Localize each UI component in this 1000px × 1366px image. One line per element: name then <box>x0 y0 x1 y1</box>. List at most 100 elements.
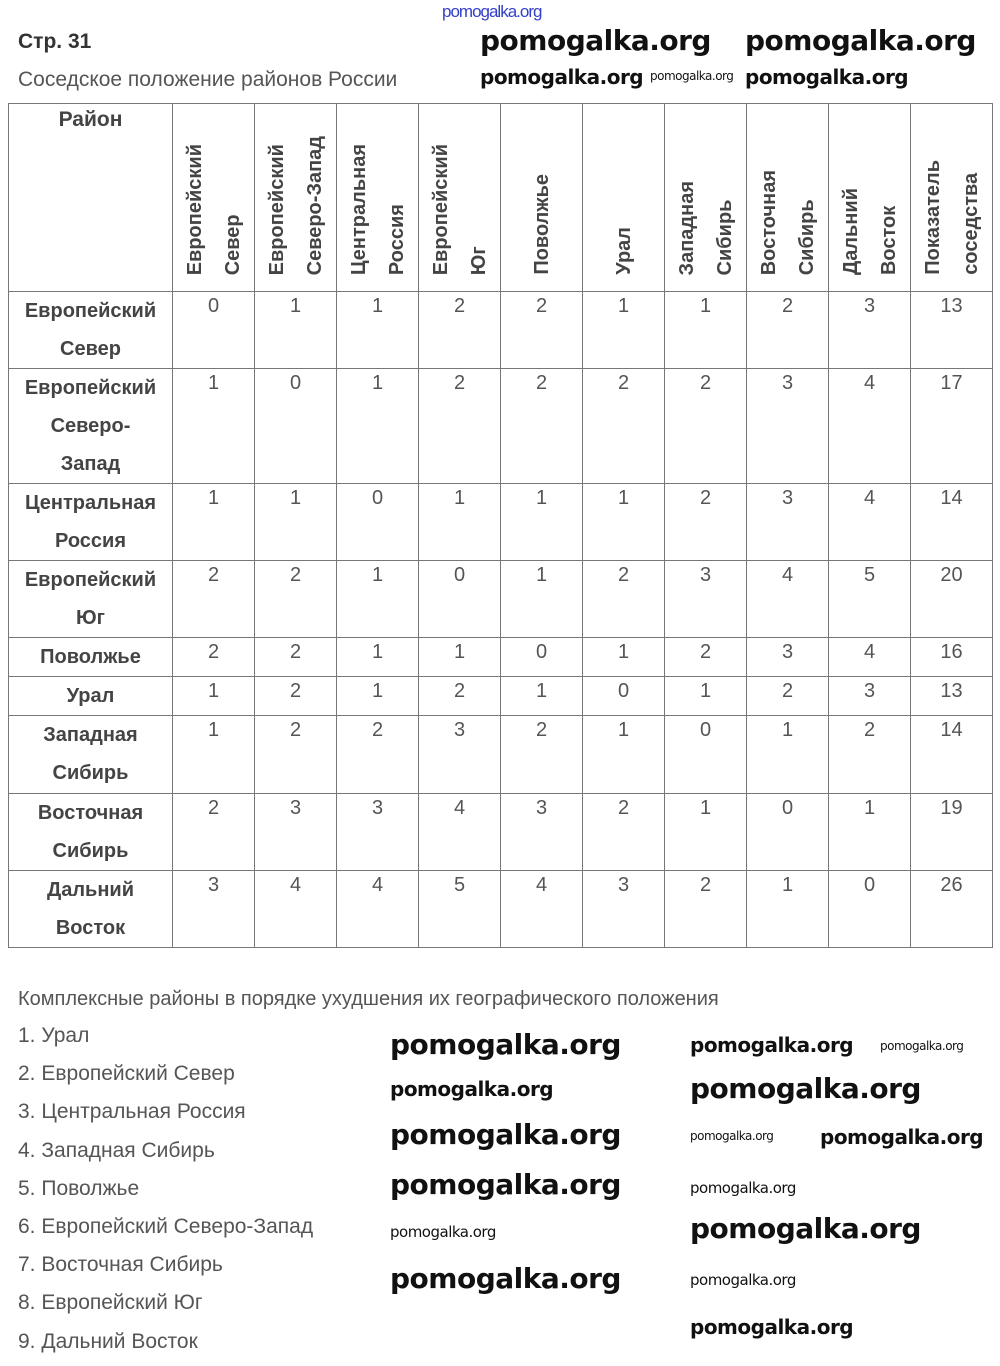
value-cell: 4 <box>828 368 911 484</box>
value-cell: 0 <box>582 676 665 716</box>
column-header: Восточная Сибирь <box>746 103 829 292</box>
value-cell: 2 <box>254 676 337 716</box>
row-label: Поволжье <box>8 637 173 677</box>
ranking-item: 6. Европейский Северо-Запад <box>18 1214 314 1238</box>
value-cell: 2 <box>172 560 255 638</box>
value-cell: 1 <box>172 676 255 716</box>
value-cell: 4 <box>254 870 337 948</box>
value-cell: 3 <box>500 793 583 871</box>
ranking-title: Комплексные районы в порядке ухудшения и… <box>18 988 719 1010</box>
column-header-line: Север <box>221 214 244 275</box>
value-cell: 2 <box>500 715 583 794</box>
value-cell: 1 <box>336 676 419 716</box>
value-cell: 0 <box>500 637 583 677</box>
column-header-line: Западная <box>675 180 698 275</box>
table-row: Урал 1 2 1 2 1 0 1 2 3 13 <box>8 676 993 716</box>
value-cell: 3 <box>664 560 747 638</box>
neighbourhood-index-cell: 26 <box>910 870 993 948</box>
value-cell: 1 <box>336 560 419 638</box>
table-title: Соседское положение районов России <box>18 68 398 91</box>
value-cell: 5 <box>418 870 501 948</box>
column-header: Европейский Юг <box>418 103 501 292</box>
row-label: Центральная Россия <box>8 483 173 561</box>
column-header-label: Показатель соседства <box>914 160 990 275</box>
watermark: pomogalka.org <box>690 1033 854 1057</box>
value-cell: 2 <box>254 637 337 677</box>
watermark: pomogalka.org <box>690 1315 854 1339</box>
watermark: pomogalka.org <box>390 1223 496 1241</box>
column-header-line: Дальний <box>839 187 862 275</box>
column-header-line: Сибирь <box>713 199 736 275</box>
neighbourhood-index-cell: 14 <box>910 483 993 561</box>
value-cell: 1 <box>418 637 501 677</box>
watermark: pomogalka.org <box>390 1168 621 1201</box>
column-header-line: Россия <box>385 203 408 275</box>
column-header-line: Юг <box>467 246 490 275</box>
column-header-line: Сибирь <box>795 199 818 275</box>
column-header-label: Западная Сибирь <box>668 181 744 275</box>
watermark: pomogalka.org <box>745 24 976 57</box>
top-watermark[interactable]: pomogalka.org <box>442 2 542 21</box>
row-label-line: Центральная <box>24 492 157 514</box>
watermark: pomogalka.org <box>390 1262 621 1295</box>
watermark: pomogalka.org <box>690 1212 921 1245</box>
value-cell: 1 <box>746 715 829 794</box>
table-row: Европейский Юг 2 2 1 0 1 2 3 4 5 20 <box>8 560 993 638</box>
watermark: pomogalka.org <box>480 65 644 89</box>
value-cell: 1 <box>172 483 255 561</box>
value-cell: 1 <box>172 715 255 794</box>
ranking-item: 5. Поволжье <box>18 1176 140 1200</box>
column-header: Поволжье <box>500 103 583 292</box>
value-cell: 1 <box>172 368 255 484</box>
watermark: pomogalka.org <box>690 1072 921 1105</box>
value-cell: 2 <box>172 637 255 677</box>
neighbourhood-index-cell: 14 <box>910 715 993 794</box>
watermark: pomogalka.org <box>690 1271 796 1289</box>
value-cell: 3 <box>418 715 501 794</box>
row-label-line: Восточная <box>37 802 144 824</box>
value-cell: 1 <box>828 793 911 871</box>
value-cell: 0 <box>746 793 829 871</box>
value-cell: 1 <box>500 483 583 561</box>
value-cell: 3 <box>828 291 911 369</box>
value-cell: 2 <box>664 483 747 561</box>
value-cell: 5 <box>828 560 911 638</box>
value-cell: 1 <box>582 715 665 794</box>
column-header-label: Европейский Северо-Запад <box>258 136 334 275</box>
value-cell: 1 <box>582 637 665 677</box>
value-cell: 2 <box>500 291 583 369</box>
column-header-line: Восток <box>877 205 900 275</box>
value-cell: 0 <box>336 483 419 561</box>
table-row: Европейский Север 0 1 1 2 2 1 1 2 3 13 <box>8 291 993 369</box>
table-row: Дальний Восток 3 4 4 5 4 3 2 1 0 26 <box>8 870 993 948</box>
value-cell: 1 <box>500 676 583 716</box>
value-cell: 2 <box>172 793 255 871</box>
table-header-row: Район Европейский Север Европейский Северо-… <box>8 103 993 292</box>
value-cell: 1 <box>336 637 419 677</box>
row-label-line: Запад <box>60 453 121 475</box>
value-cell: 4 <box>746 560 829 638</box>
column-header-label: Восточная Сибирь <box>750 170 826 275</box>
value-cell: 1 <box>336 291 419 369</box>
value-cell: 0 <box>254 368 337 484</box>
value-cell: 2 <box>418 368 501 484</box>
column-header-label: Европейский Юг <box>422 144 498 275</box>
ranking-item: 2. Европейский Север <box>18 1062 235 1086</box>
row-label: Дальний Восток <box>8 870 173 948</box>
column-header-line: Европейский <box>429 143 452 275</box>
watermark: pomogalka.org <box>390 1077 554 1101</box>
ranking-item: 4. Западная Сибирь <box>18 1138 215 1162</box>
row-label: Западная Сибирь <box>8 715 173 794</box>
table-row: Европейский Северо- Запад 1 0 1 2 2 2 2 3 4 17 <box>8 368 993 484</box>
value-cell: 2 <box>254 560 337 638</box>
row-label: Восточная Сибирь <box>8 793 173 871</box>
row-label-line: Европейский <box>24 569 157 591</box>
watermark: pomogalka.org <box>690 1129 774 1143</box>
row-label-line: Европейский <box>24 377 157 399</box>
watermark: pomogalka.org <box>390 1118 621 1151</box>
neighbourhood-index-cell: 19 <box>910 793 993 871</box>
row-label-line: Сибирь <box>52 762 129 784</box>
watermark: pomogalka.org <box>880 1039 964 1053</box>
column-header-line: Северо-Запад <box>303 135 326 275</box>
value-cell: 3 <box>336 793 419 871</box>
